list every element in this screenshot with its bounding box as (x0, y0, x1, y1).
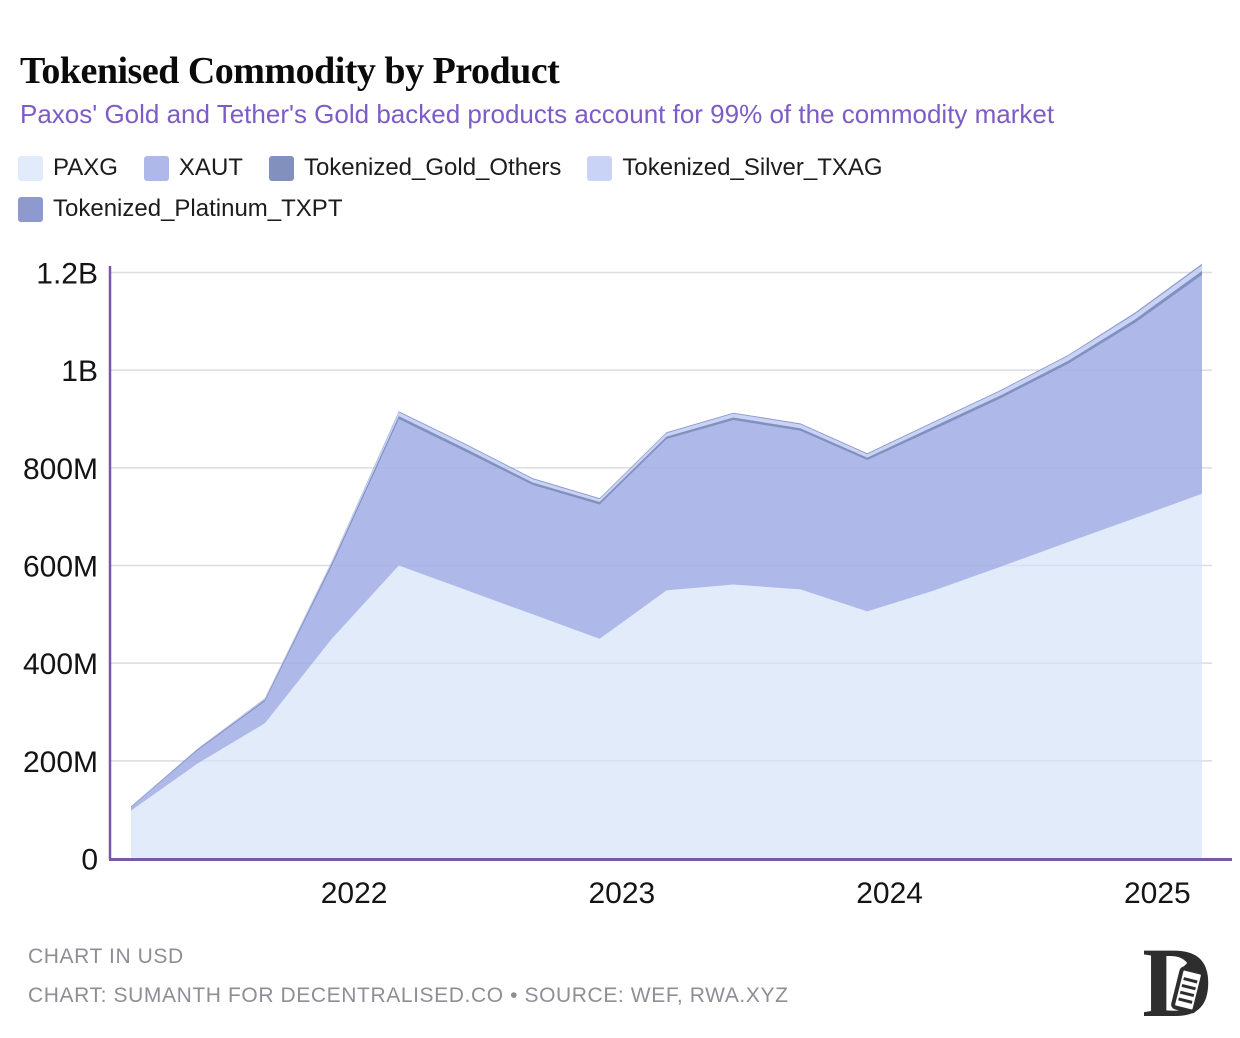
page-subtitle: Paxos' Gold and Tether's Gold backed pro… (20, 99, 1055, 129)
decentralised-logo: D (1144, 940, 1213, 1024)
legend-item-tokenized_gold_others: Tokenized_Gold_Others (268, 154, 562, 182)
legend-swatch (18, 155, 43, 181)
x-tick-label: 2023 (589, 877, 656, 910)
legend-swatch (143, 155, 169, 181)
page-title: Tokenised Commodity by Product (20, 50, 560, 93)
legend-label: Tokenized_Gold_Others (303, 154, 562, 181)
y-tick-label: 800M (23, 453, 98, 486)
legend-item-tokenized_silver_txag: Tokenized_Silver_TXAG (587, 154, 883, 182)
x-tick-label: 2024 (856, 877, 923, 910)
logo-scroll-icon (1171, 961, 1205, 1014)
legend-label: PAXG (53, 154, 118, 181)
x-axis-labels: 2022 2023 2024 2025 (321, 877, 1191, 910)
area-paxg (131, 493, 1202, 859)
chart-legend: PAXG XAUT Tokenized_Gold_Others Tokenized_S… (18, 154, 1188, 223)
y-axis-labels: 0 200M 400M 600M 800M 1B 1.2B (23, 258, 98, 877)
legend-item-tokenized_platinum_txpt: Tokenized_Platinum_TXPT (18, 195, 342, 223)
y-tick-label: 1B (61, 355, 98, 388)
y-tick-label: 400M (23, 648, 98, 681)
legend-label: XAUT (178, 154, 243, 181)
legend-swatch (18, 196, 43, 222)
axes (108, 266, 1232, 861)
area-series (131, 263, 1202, 859)
y-tick-label: 1.2B (36, 258, 98, 291)
legend-label: Tokenized_Silver_TXAG (622, 154, 883, 181)
y-tick-label: 600M (23, 551, 98, 584)
legend-item-xaut: XAUT (143, 154, 243, 182)
x-tick-label: 2022 (321, 877, 388, 910)
legend-swatch (268, 155, 294, 181)
x-tick-label: 2025 (1124, 877, 1191, 910)
legend-swatch (587, 155, 613, 181)
legend-item-paxg: PAXG (18, 154, 118, 182)
footer-credit: CHART: SUMANTH FOR DECENTRALISED.CO • SO… (28, 984, 789, 1007)
legend-label: Tokenized_Platinum_TXPT (53, 195, 343, 222)
y-tick-label: 0 (81, 844, 98, 877)
y-tick-label: 200M (23, 746, 98, 779)
footer-unit-note: CHART IN USD (28, 945, 184, 968)
